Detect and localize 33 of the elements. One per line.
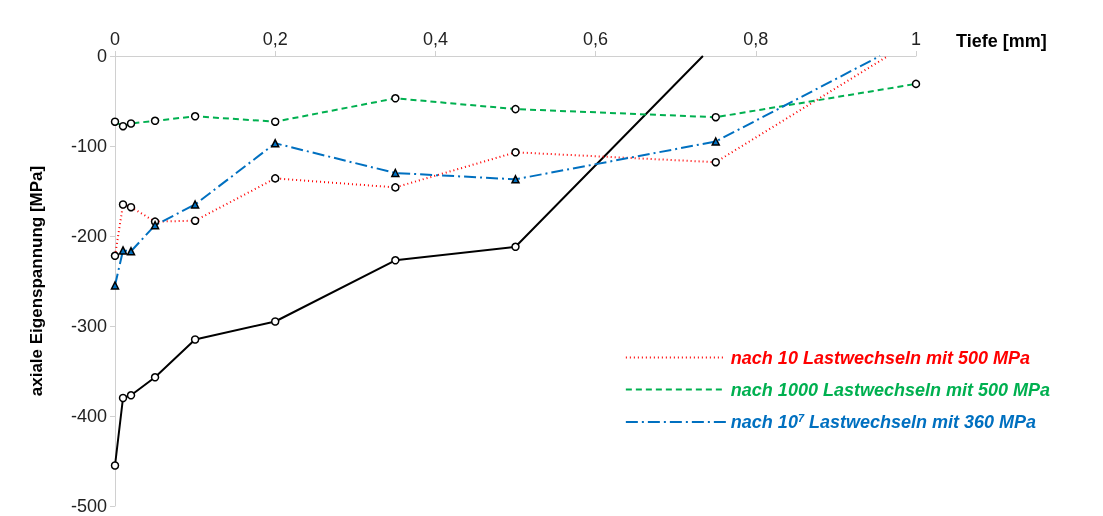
x-tick-label: 0,8 (743, 29, 769, 49)
y-tick-label: -300 (70, 316, 107, 336)
point (391, 168, 400, 178)
point (150, 373, 160, 382)
point (190, 335, 200, 344)
point (711, 137, 720, 146)
point (270, 139, 280, 148)
point (118, 246, 128, 255)
text: nach 1000 Lastwechseln mit 500 MPa (730, 379, 1051, 400)
point (150, 220, 160, 230)
point (270, 317, 280, 326)
point (511, 242, 520, 252)
x-tick-label: 0,4 (422, 29, 448, 49)
x-tick-label: 0 (109, 29, 121, 49)
x-tick-label: 0,2 (262, 29, 288, 49)
point (511, 175, 520, 184)
y-tick-label: -500 (70, 496, 107, 516)
x-tick-label: 1 (910, 29, 922, 49)
text: nach 10 Lastwechseln mit 500 MPa (730, 347, 1030, 368)
y-axis-title: axiale Eigenspannung [MPa] (27, 165, 46, 397)
y-tick-label: 0 (96, 46, 107, 66)
y-tick-label: -400 (70, 406, 107, 426)
point (126, 247, 136, 256)
point (391, 256, 400, 265)
x-tick-label: 0,6 (583, 29, 609, 49)
point (190, 200, 200, 209)
point (118, 393, 128, 403)
y-tick-label: -100 (70, 136, 107, 156)
y-tick-label: -200 (70, 226, 107, 246)
point (110, 281, 120, 290)
x-axis-title: Tiefe [mm] (956, 31, 1047, 51)
point (126, 391, 136, 400)
point (110, 461, 120, 470)
